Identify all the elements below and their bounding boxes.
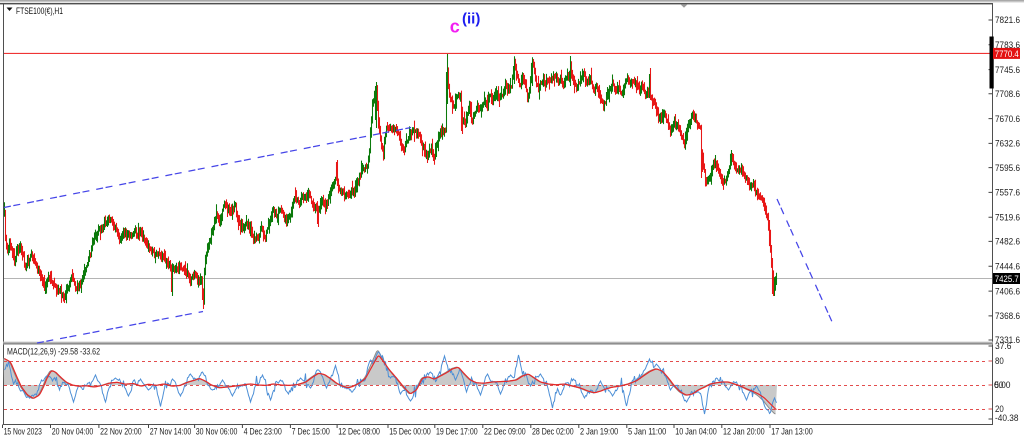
svg-text:7783.6: 7783.6 [995,40,1020,50]
svg-text:7444.6: 7444.6 [995,261,1020,271]
svg-text:7482.6: 7482.6 [995,237,1020,247]
svg-text:20 Nov 04:00: 20 Nov 04:00 [52,426,94,436]
svg-text:50: 50 [995,380,1004,390]
svg-text:(ii): (ii) [462,10,480,27]
svg-text:15 Dec 00:00: 15 Dec 00:00 [389,426,431,436]
svg-text:15 Nov 2023: 15 Nov 2023 [4,426,42,436]
svg-text:0.00: 0.00 [994,380,1011,390]
svg-text:7331.6: 7331.6 [995,335,1020,345]
svg-text:7368.6: 7368.6 [995,311,1020,321]
svg-text:7557.6: 7557.6 [995,188,1020,198]
svg-text:22 Dec 09:00: 22 Dec 09:00 [484,426,526,436]
svg-text:7770.4: 7770.4 [995,49,1019,59]
svg-text:19 Dec 17:00: 19 Dec 17:00 [436,426,478,436]
svg-text:20: 20 [995,404,1004,414]
svg-text:7745.6: 7745.6 [995,65,1020,75]
svg-text:80: 80 [995,356,1004,366]
svg-text:7708.6: 7708.6 [995,89,1020,99]
svg-text:17 Jan 13:00: 17 Jan 13:00 [771,426,813,436]
svg-text:7519.6: 7519.6 [995,212,1020,222]
svg-text:7670.6: 7670.6 [995,114,1020,124]
svg-text:10 Jan 04:00: 10 Jan 04:00 [675,426,717,436]
svg-text:MACD(12,26,9) -29.58 -33.62: MACD(12,26,9) -29.58 -33.62 [7,347,100,357]
svg-text:7821.6: 7821.6 [995,15,1020,25]
svg-text:-40.38: -40.38 [995,413,1019,423]
svg-text:2 Jan 19:00: 2 Jan 19:00 [580,426,618,436]
svg-text:27 Nov 14:00: 27 Nov 14:00 [150,426,192,436]
svg-text:7595.6: 7595.6 [995,163,1020,173]
svg-text:7 Dec 15:00: 7 Dec 15:00 [292,426,330,436]
svg-text:c: c [450,16,460,36]
svg-text:30 Nov 06:00: 30 Nov 06:00 [196,426,238,436]
svg-text:12 Dec 08:00: 12 Dec 08:00 [338,426,380,436]
svg-text:FTSE100(€),H1: FTSE100(€),H1 [16,6,63,16]
svg-text:7632.6: 7632.6 [995,139,1020,149]
svg-text:5 Jan 11:00: 5 Jan 11:00 [628,426,666,436]
svg-text:7425.7: 7425.7 [995,274,1019,284]
svg-text:4 Dec 23:00: 4 Dec 23:00 [244,426,282,436]
svg-text:22 Nov 20:00: 22 Nov 20:00 [100,426,142,436]
svg-text:12 Jan 20:00: 12 Jan 20:00 [723,426,765,436]
svg-text:7406.6: 7406.6 [995,286,1020,296]
svg-text:28 Dec 02:00: 28 Dec 02:00 [532,426,574,436]
svg-text:37.6: 37.6 [995,341,1012,351]
